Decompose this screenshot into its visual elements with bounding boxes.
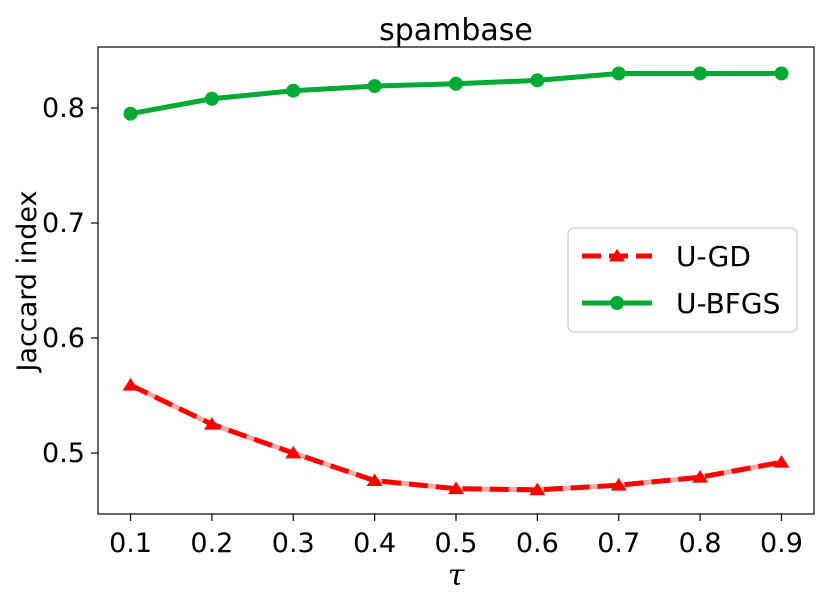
legend: U-GD U-BFGS <box>567 227 798 333</box>
legend-marker <box>610 296 624 310</box>
data-point <box>449 76 463 91</box>
x-tick-label: 0.9 <box>760 528 803 559</box>
data-point <box>693 66 708 81</box>
y-tick-label: 0.6 <box>42 323 85 354</box>
legend-entry-u-bfgs: U-BFGS <box>582 287 780 320</box>
series-u-gd <box>122 377 790 496</box>
data-point <box>285 445 302 459</box>
y-tick-label: 0.7 <box>42 208 85 239</box>
series-u-bfgs <box>123 66 789 121</box>
legend-marker <box>609 248 625 262</box>
y-tick-label: 0.5 <box>42 438 85 469</box>
series-line <box>129 382 782 493</box>
data-point <box>286 83 301 98</box>
x-tick-label: 0.7 <box>597 528 640 559</box>
data-point <box>692 469 709 483</box>
x-tick-label: 0.2 <box>190 528 233 559</box>
data-point <box>123 106 138 121</box>
x-axis-ticks: 0.1 0.2 0.3 0.4 0.5 0.6 0.7 0.8 0.9 <box>109 514 803 559</box>
series-line-highlight <box>129 382 782 493</box>
y-axis-label: Jaccard index <box>12 191 43 374</box>
data-point <box>122 377 139 391</box>
x-tick-label: 0.3 <box>272 528 315 559</box>
y-tick-label: 0.8 <box>42 93 85 124</box>
y-axis-ticks: 0.5 0.6 0.7 0.8 <box>42 93 98 469</box>
chart-title: spambase <box>379 13 533 48</box>
data-point <box>366 473 383 487</box>
legend-label: U-GD <box>676 240 751 273</box>
plot-area <box>97 46 815 515</box>
data-point <box>610 478 627 491</box>
data-point <box>611 66 626 81</box>
x-tick-label: 0.6 <box>516 528 559 559</box>
data-point <box>529 482 546 496</box>
legend-label: U-BFGS <box>676 287 780 320</box>
data-point <box>530 73 545 88</box>
x-tick-label: 0.4 <box>353 528 396 559</box>
data-point <box>774 66 789 81</box>
x-tick-label: 0.8 <box>679 528 722 559</box>
x-axis-label: τ <box>448 558 465 593</box>
data-point <box>367 79 382 94</box>
legend-entry-u-gd: U-GD <box>582 240 751 273</box>
data-point <box>773 455 790 468</box>
data-point <box>204 91 219 106</box>
x-tick-label: 0.5 <box>435 528 478 559</box>
data-point <box>203 417 220 430</box>
data-point <box>448 481 464 495</box>
x-tick-label: 0.1 <box>109 528 152 559</box>
